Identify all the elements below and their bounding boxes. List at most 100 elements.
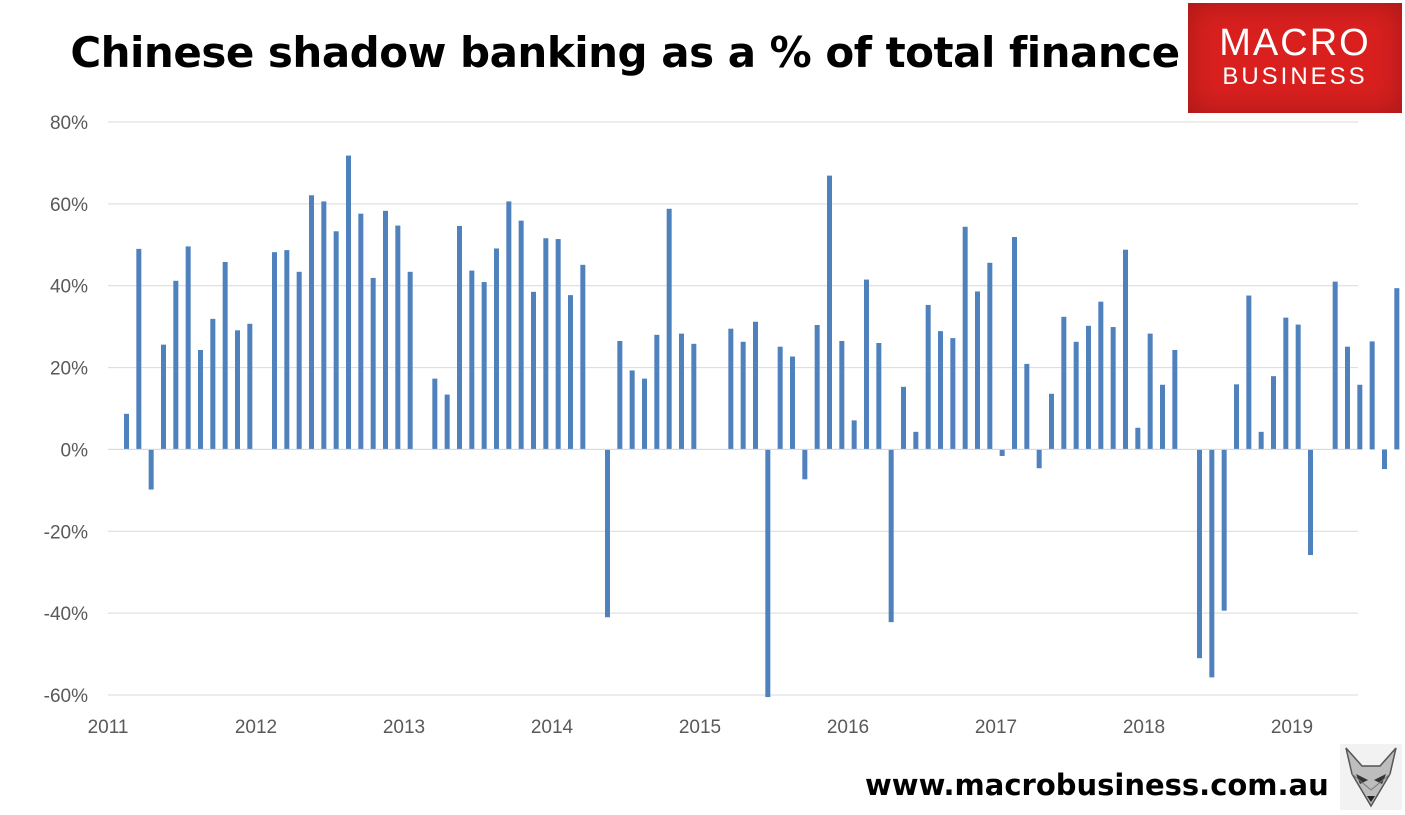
- bar: [494, 248, 499, 450]
- bar: [1382, 449, 1387, 470]
- y-tick-label: 40%: [50, 277, 88, 298]
- bar: [777, 346, 783, 450]
- bar: [740, 341, 746, 450]
- bar: [629, 370, 635, 450]
- bar: [136, 248, 142, 450]
- bar: [407, 271, 413, 450]
- bar: [383, 210, 388, 450]
- bar: [802, 449, 808, 480]
- x-tick-label: 2012: [235, 717, 277, 738]
- bar: [888, 449, 894, 623]
- y-tick-label: -60%: [44, 686, 88, 707]
- bar: [309, 195, 314, 450]
- x-tick-label: 2014: [531, 717, 574, 738]
- bar: [1308, 449, 1313, 556]
- bar: [235, 330, 240, 450]
- bar: [148, 449, 154, 490]
- bar: [913, 431, 919, 450]
- bar: [506, 201, 512, 450]
- bar: [1036, 449, 1042, 469]
- bar: [1258, 431, 1264, 450]
- bar: [457, 225, 462, 450]
- bar: [1394, 288, 1400, 450]
- bar: [876, 343, 882, 450]
- y-tick-label: 0%: [61, 440, 89, 461]
- bar: [1098, 301, 1104, 450]
- bar: [975, 291, 980, 450]
- bar: [851, 420, 857, 450]
- x-tick-label: 2011: [88, 717, 129, 738]
- bar: [432, 378, 438, 450]
- bar: [1086, 325, 1091, 450]
- y-tick-label: -40%: [44, 604, 88, 625]
- bar: [272, 252, 277, 450]
- bar: [1246, 295, 1252, 450]
- bar: [987, 262, 993, 450]
- bar: [654, 334, 660, 450]
- bar: [827, 175, 832, 450]
- bar: [1332, 281, 1338, 450]
- bar: [358, 213, 364, 450]
- bar: [1160, 384, 1165, 450]
- bar: [1024, 363, 1030, 450]
- bar: [1283, 317, 1289, 450]
- bar: [1123, 249, 1128, 450]
- x-tick-label: 2019: [1271, 717, 1313, 738]
- bar: [999, 449, 1005, 456]
- bar: [1172, 349, 1178, 450]
- bar: [580, 264, 586, 450]
- bar: [1147, 333, 1153, 450]
- bar: [1357, 384, 1363, 450]
- bar: [518, 220, 524, 450]
- bar: [790, 356, 795, 450]
- bar: [222, 261, 228, 450]
- logo-line-macro: MACRO: [1219, 22, 1371, 64]
- bar: [938, 331, 943, 450]
- bar: [617, 340, 623, 450]
- bar: [555, 239, 561, 450]
- x-tick-label: 2016: [827, 717, 869, 738]
- x-axis-labels: 2011 2012 2013 2014 2015 2016 2017 2018 2019: [88, 717, 1314, 738]
- bar: [346, 155, 351, 450]
- bar: [247, 323, 253, 450]
- bar: [333, 231, 339, 450]
- bar: [1234, 384, 1239, 450]
- y-tick-label: -20%: [44, 522, 88, 543]
- bar: [950, 338, 956, 450]
- bar: [161, 344, 166, 450]
- bar: [210, 318, 216, 450]
- bar: [124, 413, 129, 450]
- bar: [1012, 237, 1017, 450]
- bar: [1221, 449, 1227, 611]
- bar: [543, 238, 549, 450]
- bar: [901, 386, 906, 450]
- bar: [321, 201, 327, 450]
- x-tick-label: 2015: [679, 717, 721, 738]
- bar: [691, 343, 697, 450]
- bar: [1209, 449, 1215, 678]
- chart-title: Chinese shadow banking as a % of total f…: [70, 28, 1180, 77]
- bar: [679, 333, 684, 450]
- y-tick-label: 80%: [50, 113, 88, 134]
- bar: [444, 394, 450, 450]
- y-tick-label: 20%: [50, 359, 88, 380]
- x-tick-label: 2018: [1123, 717, 1165, 738]
- bar: [1073, 341, 1079, 450]
- bar: [814, 325, 820, 450]
- bar: [296, 271, 302, 450]
- macro-business-logo: MACRO BUSINESS: [1188, 3, 1402, 113]
- fox-head-icon: [1340, 744, 1402, 810]
- bar: [568, 295, 573, 450]
- bar: [531, 291, 536, 450]
- x-tick-label: 2017: [975, 717, 1017, 738]
- bar: [1197, 449, 1202, 659]
- bar: [198, 349, 203, 450]
- bar: [370, 277, 376, 450]
- y-tick-label: 60%: [50, 195, 88, 216]
- bar: [1110, 327, 1116, 450]
- x-tick-label: 2013: [383, 717, 425, 738]
- bar: [925, 304, 931, 450]
- bar: [1295, 324, 1301, 450]
- bar: [642, 378, 647, 450]
